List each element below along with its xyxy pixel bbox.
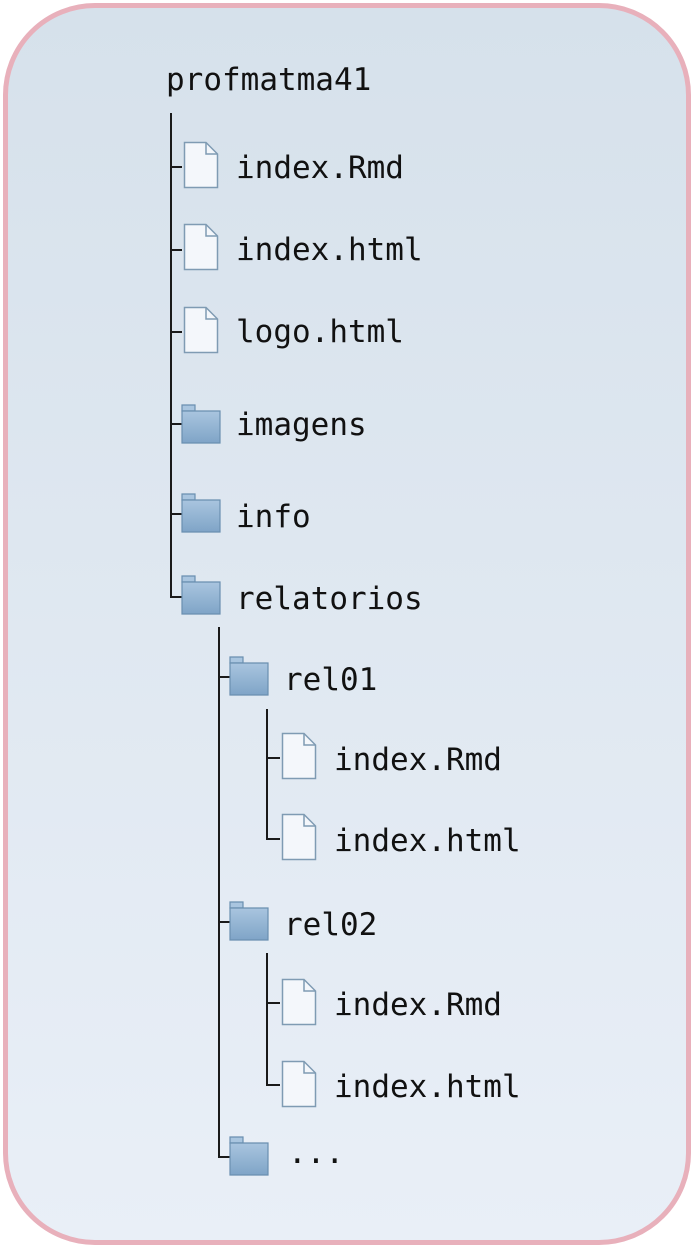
root-folder-label[interactable]: profmatma41 xyxy=(166,62,372,98)
folder-icon xyxy=(229,656,269,696)
tree-connector-rel01-index-rmd xyxy=(266,757,280,759)
file-icon xyxy=(183,223,219,271)
file-index-rmd-label[interactable]: index.Rmd xyxy=(236,150,404,186)
tree-connector-relatorios xyxy=(170,596,182,598)
rel02-index-rmd-label[interactable]: index.Rmd xyxy=(334,987,502,1023)
rel02-index-html-label[interactable]: index.html xyxy=(334,1069,521,1105)
folder-icon xyxy=(229,901,269,941)
tree-connector-info xyxy=(170,513,182,515)
tree-connector-rel02 xyxy=(218,921,230,923)
tree-connector-root xyxy=(170,113,172,598)
tree-connector-more xyxy=(218,1156,230,1158)
tree-connector-rel02-index-rmd xyxy=(266,1002,280,1004)
tree-connector-index-html xyxy=(170,249,182,251)
tree-connector-rel01-children xyxy=(266,709,268,840)
folder-icon xyxy=(181,404,221,444)
tree-connector-index-rmd xyxy=(170,166,182,168)
folder-relatorios-label[interactable]: relatorios xyxy=(236,581,423,617)
folder-icon xyxy=(181,493,221,533)
tree-connector-rel02-children xyxy=(266,953,268,1086)
file-icon xyxy=(183,306,219,354)
file-icon xyxy=(281,1060,317,1108)
tree-connector-rel01 xyxy=(218,676,230,678)
rel01-index-html-label[interactable]: index.html xyxy=(334,823,521,859)
folder-icon xyxy=(229,1136,269,1176)
folder-more-label[interactable]: ... xyxy=(288,1135,344,1171)
folder-imagens-label[interactable]: imagens xyxy=(236,407,367,443)
file-icon xyxy=(281,732,317,780)
tree-connector-relatorios-children xyxy=(218,627,220,1158)
tree-connector-rel02-index-html xyxy=(266,1084,280,1086)
folder-info-label[interactable]: info xyxy=(236,499,311,535)
tree-connector-logo-html xyxy=(170,331,182,333)
file-icon xyxy=(281,813,317,861)
diagram-frame xyxy=(3,3,691,1245)
file-logo-html-label[interactable]: logo.html xyxy=(236,314,404,350)
rel01-index-rmd-label[interactable]: index.Rmd xyxy=(334,742,502,778)
tree-connector-imagens xyxy=(170,423,182,425)
file-index-html-label[interactable]: index.html xyxy=(236,232,423,268)
tree-connector-rel01-index-html xyxy=(266,838,280,840)
file-icon xyxy=(183,141,219,189)
folder-rel02-label[interactable]: rel02 xyxy=(284,907,378,943)
file-icon xyxy=(281,978,317,1026)
folder-rel01-label[interactable]: rel01 xyxy=(284,662,378,698)
folder-icon xyxy=(181,575,221,615)
